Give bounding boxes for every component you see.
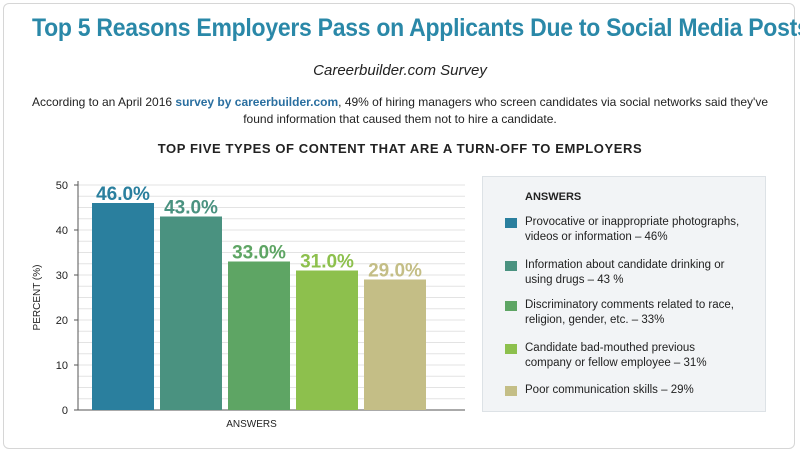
bar-chart: 0 10 20 30 40 50 46.0% 43.0% 33.0% 31.0% 29.0% ANSW…	[32, 180, 465, 430]
y-axis-label: PERCENT (%)	[32, 265, 43, 331]
legend-label: Information about candidate drinking or u…	[525, 259, 725, 286]
legend-swatch	[505, 301, 517, 311]
x-axis-label: ANSWERS	[226, 419, 277, 430]
bar	[296, 270, 358, 410]
bar-value-label: 29.0%	[368, 261, 422, 282]
intro-text-end: , 49% of hiring managers who screen cand…	[243, 95, 769, 126]
y-tick-label: 30	[56, 270, 68, 282]
page-title: Top 5 Reasons Employers Pass on Applican…	[32, 14, 800, 42]
intro-text-start: According to an April 2016	[31, 95, 176, 109]
page-subtitle: Careerbuilder.com Survey	[313, 62, 487, 79]
survey-link[interactable]: survey by careerbuilder.com	[175, 95, 339, 109]
bar-value-label: 46.0%	[96, 184, 150, 205]
y-tick-label: 0	[62, 405, 68, 417]
bar-value-label: 33.0%	[232, 243, 286, 264]
chart-legend: ANSWERS Provocative or inappropriate pho…	[482, 176, 766, 412]
chart-title: TOP FIVE TYPES OF CONTENT THAT ARE A TUR…	[157, 141, 643, 156]
bar	[228, 261, 290, 410]
legend-label: Discriminatory comments related to race,…	[525, 299, 734, 326]
legend-swatch	[505, 218, 517, 228]
bar	[364, 279, 426, 410]
bar	[92, 203, 154, 410]
y-tick-label: 50	[56, 180, 68, 192]
y-tick-label: 10	[56, 360, 68, 372]
bar	[160, 216, 222, 410]
legend-swatch	[505, 344, 517, 354]
bar-value-label: 43.0%	[164, 198, 218, 219]
legend-swatch	[505, 261, 517, 271]
legend-swatch	[505, 386, 517, 396]
y-tick-label: 40	[56, 225, 68, 237]
legend-heading: ANSWERS	[525, 191, 582, 203]
legend-label: Candidate bad-mouthed previous company or…	[525, 342, 707, 369]
legend-label: Poor communication skills – 29%	[525, 384, 694, 396]
bar-value-label: 31.0%	[300, 252, 354, 273]
intro-paragraph: According to an April 2016 survey by car…	[20, 94, 780, 128]
y-tick-label: 20	[56, 315, 68, 327]
legend-label: Provocative or inappropriate photographs…	[525, 216, 740, 243]
